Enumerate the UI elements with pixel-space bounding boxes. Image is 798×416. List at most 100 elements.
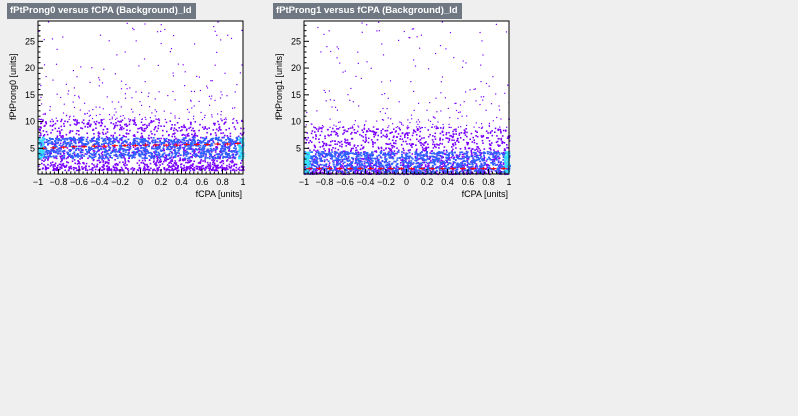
density-cell — [125, 125, 128, 127]
density-cell — [240, 162, 242, 164]
density-cell — [222, 136, 225, 139]
plot-panel-prong0: −1 −0.8 −0.6 −0.4 −0.2 0 0.2 0.4 0.6 0.8 1 5 10 15 20 2… — [0, 0, 266, 210]
density-cell — [239, 142, 242, 144]
y-tick-label: 5 — [30, 143, 35, 153]
density-cell — [117, 141, 120, 144]
density-cell — [367, 168, 370, 171]
outlier-cell — [73, 87, 75, 89]
density-cell — [327, 134, 329, 136]
density-cell — [112, 166, 115, 168]
density-cell — [45, 121, 47, 123]
density-cell — [71, 147, 74, 149]
density-cell — [211, 159, 213, 161]
density-cell — [93, 133, 95, 135]
density-cell — [178, 139, 181, 141]
density-cell — [183, 157, 186, 159]
density-cell — [95, 120, 98, 123]
density-cell — [235, 139, 238, 142]
density-cell — [220, 161, 223, 163]
density-cell — [452, 167, 455, 169]
density-cell — [115, 136, 118, 139]
density-cell — [56, 142, 59, 144]
density-cell — [479, 157, 482, 160]
density-cell — [500, 139, 502, 141]
outlier-cell — [92, 109, 94, 111]
density-cell — [114, 125, 116, 127]
density-cell — [95, 123, 97, 126]
density-cell — [184, 153, 187, 155]
density-cell — [408, 151, 411, 154]
density-cell — [311, 130, 314, 132]
density-cell — [154, 143, 156, 146]
density-cell — [398, 127, 401, 129]
density-cell — [157, 151, 160, 154]
density-cell — [440, 159, 442, 161]
density-cell — [440, 155, 442, 157]
density-cell — [119, 147, 122, 149]
density-cell — [58, 139, 61, 141]
density-cell — [210, 148, 213, 151]
density-cell — [242, 166, 245, 168]
density-cell — [142, 138, 145, 140]
density-cell — [482, 135, 485, 138]
density-cell — [309, 155, 312, 158]
density-cell — [153, 169, 155, 171]
density-cell — [345, 151, 348, 153]
density-cell — [140, 141, 143, 143]
density-cell — [483, 164, 486, 166]
density-cell — [83, 122, 85, 125]
density-cell — [139, 167, 142, 170]
density-cell — [145, 145, 148, 148]
density-cell — [387, 152, 389, 155]
density-cell — [56, 166, 59, 169]
density-cell — [40, 154, 42, 156]
density-cell — [146, 126, 148, 128]
density-cell — [141, 159, 144, 162]
density-cell — [412, 163, 414, 165]
density-cell — [189, 159, 191, 162]
density-cell — [439, 171, 442, 173]
density-cell — [120, 148, 123, 150]
density-cell — [319, 134, 322, 137]
density-cell — [186, 148, 189, 150]
density-cell — [85, 153, 88, 156]
density-cell — [214, 165, 217, 167]
density-cell — [208, 169, 211, 172]
density-cell — [124, 161, 127, 163]
density-cell — [443, 149, 445, 152]
density-cell — [201, 147, 204, 150]
density-cell — [436, 151, 439, 154]
density-cell — [104, 125, 106, 128]
density-cell — [218, 127, 220, 129]
density-cell — [206, 128, 208, 130]
density-cell — [451, 139, 453, 141]
density-cell — [123, 163, 125, 166]
outlier-cell — [148, 92, 150, 94]
density-cell — [208, 140, 211, 142]
density-cell — [341, 170, 343, 172]
density-cell — [309, 160, 312, 163]
density-cell — [372, 142, 374, 144]
density-cell — [346, 164, 348, 167]
density-cell — [327, 154, 330, 156]
density-cell — [170, 141, 173, 143]
density-cell — [157, 124, 160, 127]
density-cell — [233, 126, 236, 128]
density-cell — [325, 154, 327, 156]
density-cell — [486, 137, 488, 139]
density-cell — [470, 154, 473, 156]
density-cell — [378, 154, 381, 157]
density-cell — [497, 137, 500, 140]
density-cell — [390, 144, 393, 147]
density-cell — [206, 142, 209, 144]
density-cell — [442, 161, 445, 163]
density-cell — [55, 155, 58, 157]
density-cell — [179, 146, 181, 148]
density-cell — [109, 138, 112, 140]
density-cell — [315, 138, 317, 140]
density-cell — [113, 127, 115, 130]
density-cell — [364, 134, 367, 136]
density-cell — [102, 146, 105, 149]
density-cell — [112, 136, 114, 138]
density-cell — [159, 145, 161, 148]
